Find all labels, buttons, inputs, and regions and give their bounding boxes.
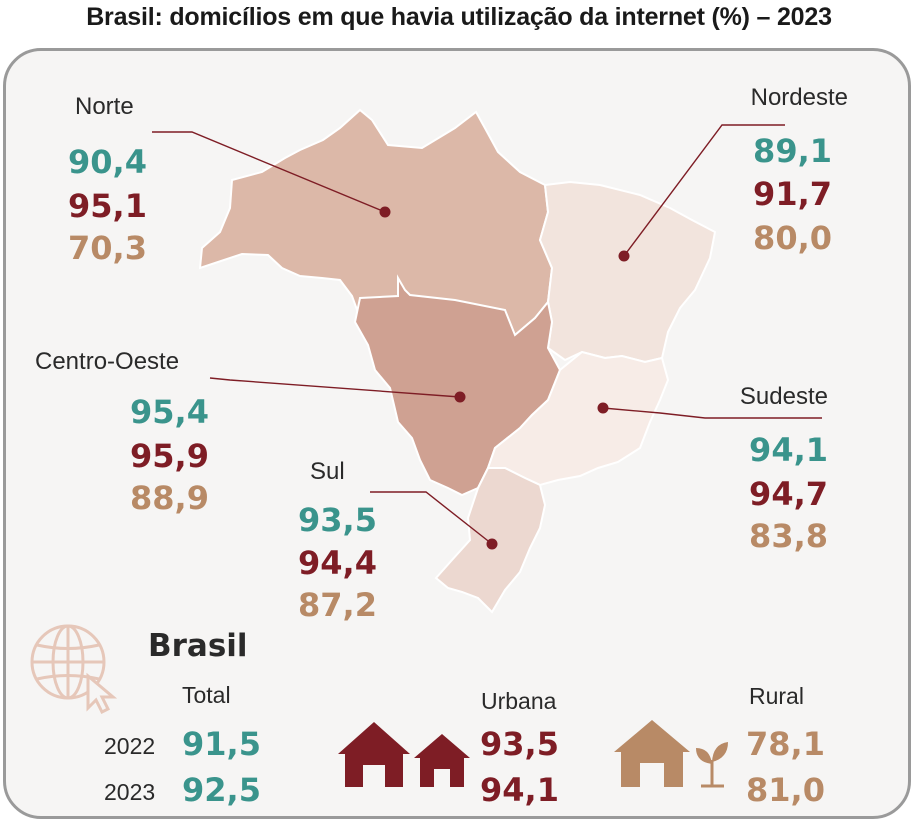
region-sudeste-shape [486,350,670,487]
nordeste-total-value: 89,1 [753,132,832,170]
nordeste-leader-line [623,124,785,257]
nordeste-urbana-value: 91,7 [753,175,832,213]
brasil-total-2023: 92,5 [182,771,261,809]
sudeste-dot [597,402,609,414]
centro-oeste-urbana-value: 95,9 [130,437,209,475]
year-2023-label: 2023 [104,779,156,805]
sul-leader-line [370,491,493,545]
region-label-nordeste: Nordeste [750,84,848,111]
houses-icon [338,722,470,787]
urbana-label: Urbana [481,688,557,714]
region-label-sul: Sul [310,458,345,485]
sul-urbana-value: 94,4 [298,544,377,582]
sudeste-total-value: 94,1 [749,431,828,469]
centro-oeste-total-value: 95,4 [130,393,209,431]
rural-house-plant-icon [614,720,728,788]
centro-oeste-rural-value: 88,9 [130,479,209,517]
total-label: Total [182,682,231,708]
norte-total-value: 90,4 [68,143,147,181]
region-label-centro-oeste: Centro-Oeste [35,348,180,375]
sudeste-leader-line [602,407,822,419]
norte-dot [379,206,391,218]
sul-dot [486,538,498,550]
globe-cursor-icon [30,624,118,715]
sul-total-value: 93,5 [298,501,377,539]
nordeste-dot [618,250,630,262]
brasil-summary-title: Brasil [148,628,248,664]
brasil-rural-2022: 78,1 [746,725,825,763]
norte-leader-line [152,131,386,213]
nordeste-rural-value: 80,0 [753,219,832,257]
rural-label: Rural [749,683,804,709]
region-nordeste-shape [538,180,717,364]
brasil-urbana-2022: 93,5 [480,725,559,763]
centro-oeste-dot [454,391,466,403]
centro-oeste-leader-line [209,377,461,398]
page-title: Brasil: domicílios em que havia utilizaç… [86,3,832,31]
sudeste-urbana-value: 94,7 [749,475,828,513]
region-label-norte: Norte [75,93,134,120]
region-label-sudeste: Sudeste [739,383,828,410]
brasil-total-2022: 91,5 [182,725,261,763]
sul-rural-value: 87,2 [298,586,377,624]
norte-rural-value: 70,3 [68,229,147,267]
norte-urbana-value: 95,1 [68,187,147,225]
year-2022-label: 2022 [104,733,156,759]
brasil-rural-2023: 81,0 [746,771,825,809]
brasil-urbana-2023: 94,1 [480,771,559,809]
sudeste-rural-value: 83,8 [749,517,828,555]
